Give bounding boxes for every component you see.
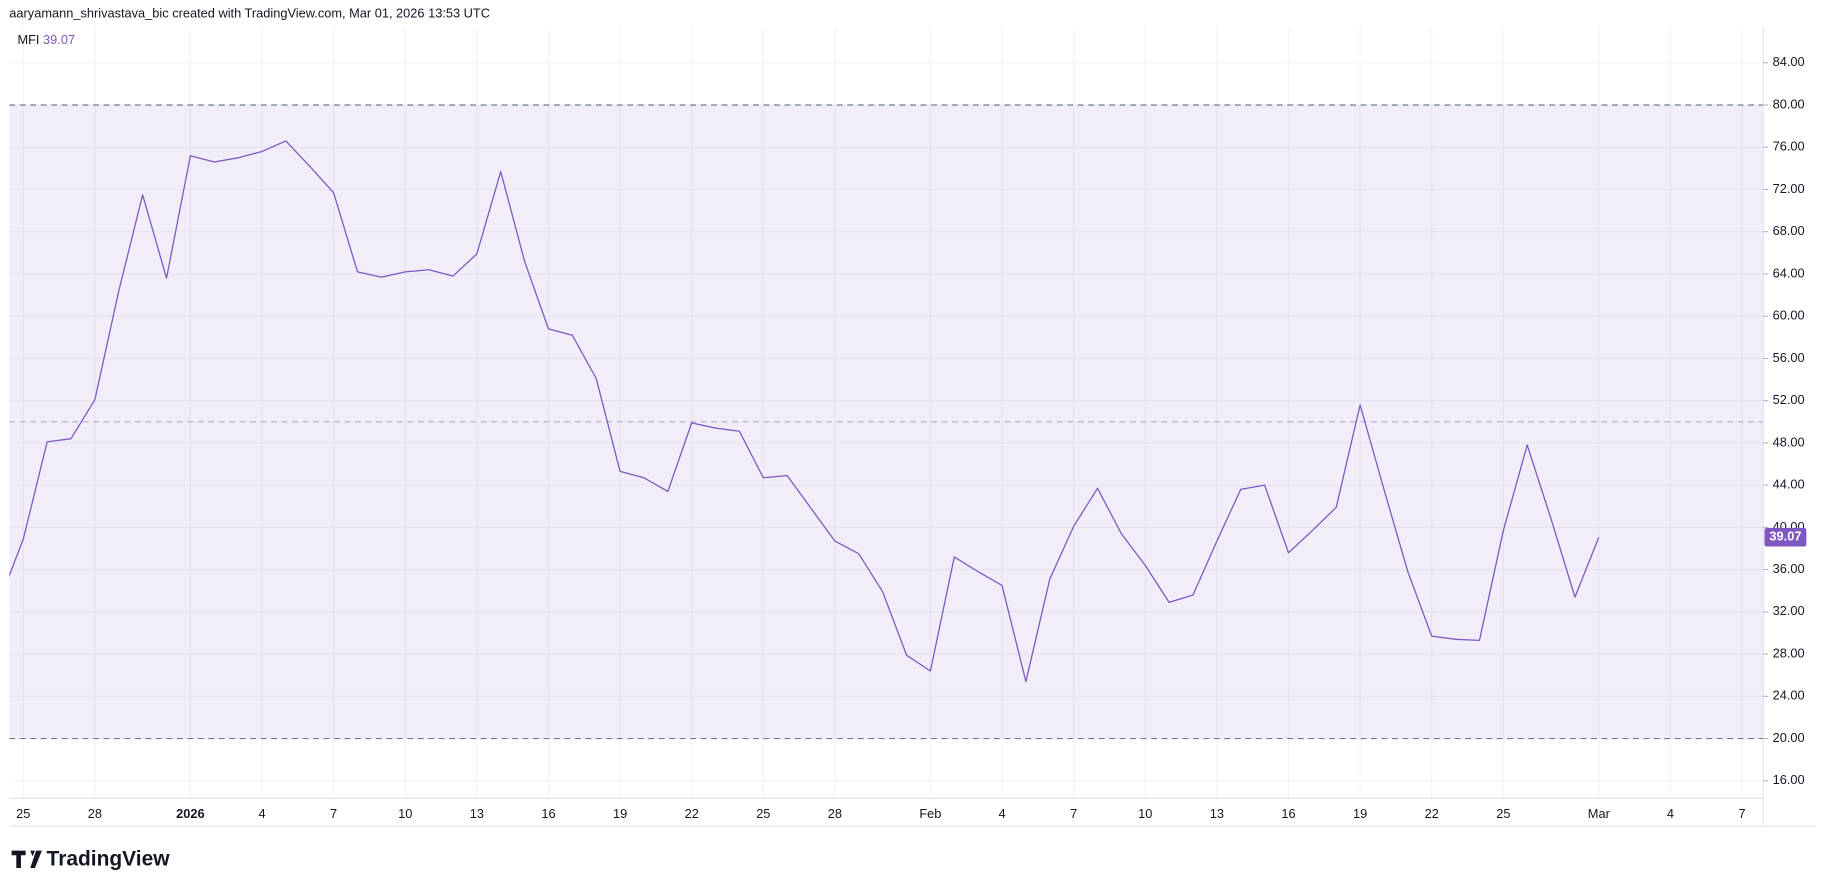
- y-tick-label: 68.00: [1773, 223, 1805, 238]
- x-tick-label: Mar: [1588, 806, 1611, 821]
- x-tick-label: 10: [1138, 806, 1152, 821]
- y-tick-label: 36.00: [1773, 561, 1805, 576]
- indicator-value: 39.07: [43, 32, 75, 47]
- brand-icon: [11, 850, 42, 869]
- x-tick-label: 16: [1281, 806, 1295, 821]
- x-tick-label: 4: [258, 806, 265, 821]
- brand-text: TradingView: [47, 847, 171, 870]
- line-layer: [9, 140, 1600, 683]
- x-tick-label: 25: [1496, 806, 1510, 821]
- x-tick-label: 16: [541, 806, 555, 821]
- x-tick-label: 19: [1353, 806, 1367, 821]
- y-tick-label: 28.00: [1773, 645, 1805, 660]
- y-tick-label: 56.00: [1773, 350, 1805, 365]
- x-tick-label: 4: [998, 806, 1005, 821]
- last-value-label: 39.07: [1769, 529, 1801, 544]
- y-tick-label: 20.00: [1773, 730, 1805, 745]
- x-tick-label: 13: [470, 806, 484, 821]
- grid-layer: [9, 27, 1764, 799]
- x-tick-label: 25: [16, 806, 30, 821]
- x-tick-label: 25: [756, 806, 770, 821]
- x-tick-label: 7: [330, 806, 337, 821]
- y-tick-label: 48.00: [1773, 434, 1805, 449]
- x-tick-label: Feb: [919, 806, 941, 821]
- y-tick-label: 60.00: [1773, 308, 1805, 323]
- x-tick-label: 7: [1070, 806, 1077, 821]
- x-tick-label: 28: [88, 806, 102, 821]
- x-tick-label: 28: [828, 806, 842, 821]
- y-tick-label: 72.00: [1773, 181, 1805, 196]
- x-tick-label: 2026: [176, 806, 204, 821]
- x-tick-label: 19: [613, 806, 627, 821]
- y-tick-label: 44.00: [1773, 477, 1805, 492]
- indicator-name: MFI: [17, 32, 39, 47]
- credit-line: aaryamann_shrivastava_bic created with T…: [9, 5, 490, 20]
- band-layer: [9, 104, 1764, 740]
- x-tick-label: 10: [398, 806, 412, 821]
- y-tick-label: 16.00: [1773, 772, 1805, 787]
- brand-logo: TradingView: [11, 847, 171, 870]
- last-value-badge: [1764, 527, 1807, 547]
- x-tick-label: 13: [1210, 806, 1224, 821]
- x-tick-label: 22: [685, 806, 699, 821]
- x-tick-label: 4: [1667, 806, 1674, 821]
- mfi-line: [9, 140, 1600, 683]
- y-tick-label: 80.00: [1773, 96, 1805, 111]
- y-tick-label: 24.00: [1773, 688, 1805, 703]
- y-tick-label: 64.00: [1773, 265, 1805, 280]
- x-tick-label: 7: [1738, 806, 1745, 821]
- y-tick-label: 52.00: [1773, 392, 1805, 407]
- y-tick-label: 32.00: [1773, 603, 1805, 618]
- y-tick-label: 76.00: [1773, 139, 1805, 154]
- y-tick-label: 84.00: [1773, 54, 1805, 69]
- x-tick-label: 22: [1425, 806, 1439, 821]
